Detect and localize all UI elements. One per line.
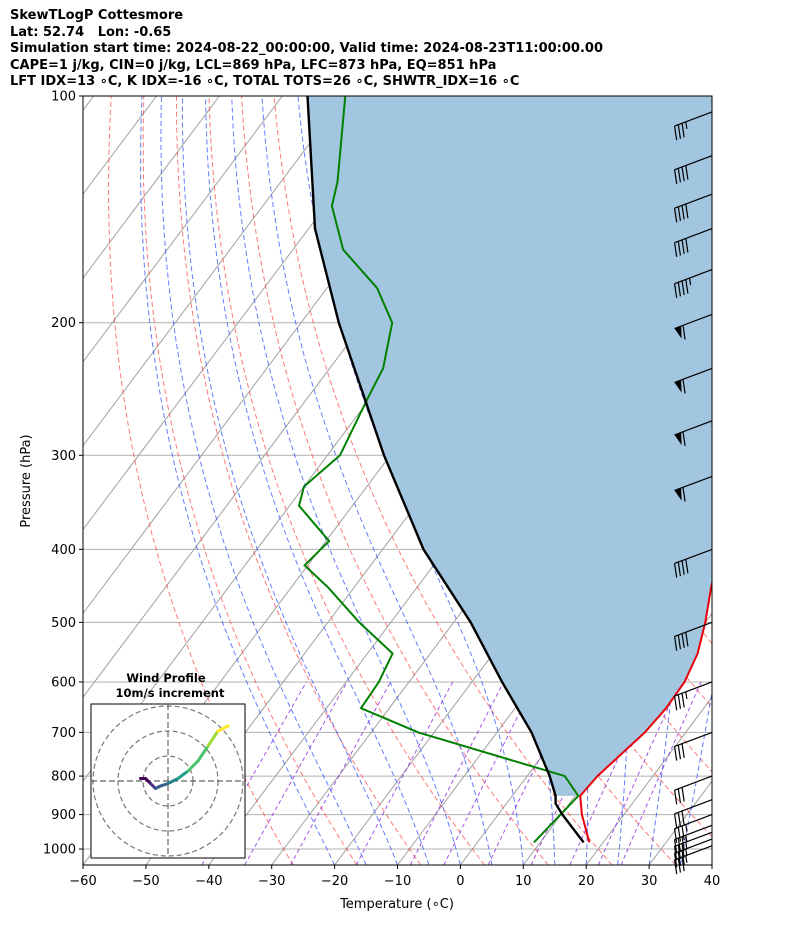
- dry-adiabat: [763, 96, 794, 865]
- y-tick-label: 900: [51, 808, 76, 823]
- temperature-line: [579, 579, 712, 843]
- cape-indices-line: CAPE=1 j/kg, CIN=0 j/kg, LCL=869 hPa, LF…: [10, 57, 497, 73]
- x-tick-label: −30: [258, 874, 285, 889]
- isotherm-line: [585, 696, 712, 865]
- wind-barb: [673, 775, 713, 805]
- isotherm-line: [83, 96, 220, 279]
- mixing-ratio-line: [244, 681, 348, 865]
- y-tick-label: 100: [51, 90, 76, 105]
- hodograph-segment: [166, 777, 180, 785]
- wind-barb: [673, 155, 713, 184]
- y-tick-label: 400: [51, 543, 76, 558]
- x-tick-label: 20: [578, 874, 595, 889]
- moist-adiabat: [205, 96, 430, 865]
- isotherm-line: [83, 96, 346, 447]
- dry-adiabat: [175, 96, 422, 865]
- x-tick-label: 10: [515, 874, 532, 889]
- mixing-ratio-line: [597, 681, 681, 865]
- hodograph-segment: [196, 744, 210, 763]
- wind-barb: [673, 831, 713, 861]
- moist-adiabat: [140, 96, 336, 865]
- x-tick-label: 30: [641, 874, 658, 889]
- dry-adiabat: [107, 96, 294, 865]
- dewpoint-line: [297, 96, 580, 844]
- x-tick-label: −10: [384, 874, 411, 889]
- cape-shading: [307, 96, 712, 796]
- coordinates-line: Lat: 52.74 Lon: -0.65: [10, 24, 172, 40]
- wind-barb: [673, 228, 713, 257]
- y-tick-label: 600: [51, 675, 76, 690]
- y-axis-ticks: 100 200 300 400 500 600 700 800 900 1000: [43, 90, 83, 858]
- isotherm-line: [83, 96, 409, 531]
- x-axis-ticks: −60 −50 −40 −30 −20 −10 0 10 20 30 40: [69, 865, 720, 889]
- wind-barb: [673, 681, 713, 711]
- moist-adiabat: [711, 862, 712, 865]
- mixing-ratio-line: [620, 681, 702, 865]
- hodograph-title: Wind Profile: [126, 671, 206, 685]
- wind-barb: [673, 268, 713, 298]
- dry-adiabat: [730, 96, 794, 865]
- moist-adiabat: [231, 96, 461, 865]
- wind-barb: [674, 420, 713, 447]
- wind-barb: [673, 731, 713, 761]
- dry-adiabat: [142, 96, 358, 865]
- wind-barb: [673, 193, 713, 223]
- wind-barb: [673, 799, 713, 829]
- profile-series: [297, 96, 712, 844]
- x-axis-label: Temperature (∘C): [339, 897, 454, 912]
- chart-header: SkewTLogP Cottesmore Lat: 52.74 Lon: -0.…: [10, 8, 603, 91]
- hodograph-inset: Wind Profile 10m/s increment: [90, 671, 246, 859]
- cape-area: [307, 96, 712, 796]
- isotherm-line: [83, 96, 283, 363]
- dry-adiabat: [208, 96, 485, 865]
- wind-barb: [673, 548, 713, 578]
- moist-adiabat: [297, 96, 524, 865]
- x-tick-label: 0: [456, 874, 464, 889]
- hodograph-subtitle: 10m/s increment: [116, 686, 225, 700]
- simulation-time-line: Simulation start time: 2024-08-22_00:00:…: [10, 41, 603, 56]
- hodograph-segment: [186, 759, 200, 773]
- y-axis-label: Pressure (hPa): [19, 434, 34, 527]
- mixing-ratio-line: [355, 681, 454, 865]
- y-tick-label: 500: [51, 616, 76, 631]
- y-tick-label: 800: [51, 770, 76, 785]
- x-tick-label: 40: [704, 874, 721, 889]
- stability-indices-line: LFT IDX=13 ∘C, K IDX=-16 ∘C, TOTAL TOTS=…: [10, 74, 520, 89]
- x-tick-label: −20: [321, 874, 348, 889]
- y-tick-label: 300: [51, 449, 76, 464]
- x-tick-label: −40: [195, 874, 222, 889]
- isotherm-line: [83, 96, 95, 112]
- station-title: SkewTLogP Cottesmore: [10, 8, 184, 23]
- y-tick-label: 200: [51, 316, 76, 331]
- hodograph-segment: [206, 729, 220, 748]
- moist-adiabat: [160, 96, 367, 865]
- parcel-path-line: [306, 96, 585, 844]
- isotherm-line: [711, 864, 712, 865]
- mixing-ratio-line: [290, 681, 391, 865]
- wind-barb: [674, 313, 713, 340]
- moist-adiabat: [261, 96, 493, 865]
- wind-barb: [674, 475, 713, 502]
- y-tick-label: 1000: [43, 843, 76, 858]
- mixing-ratio-line: [569, 681, 654, 865]
- mixing-ratio-line: [443, 681, 536, 865]
- hodograph-segment: [176, 769, 190, 780]
- mixing-ratio-line: [409, 681, 505, 865]
- hodograph-segment: [216, 724, 230, 733]
- x-tick-label: −60: [69, 874, 96, 889]
- wind-barbs: [673, 111, 713, 875]
- dry-adiabat: [241, 96, 549, 865]
- dry-adiabat: [273, 96, 613, 865]
- wind-barb: [673, 824, 713, 854]
- wind-barb: [673, 111, 713, 141]
- wind-barb: [674, 367, 713, 394]
- y-tick-label: 700: [51, 726, 76, 741]
- wind-barb: [673, 814, 713, 843]
- wind-barb: [673, 621, 713, 651]
- moist-adiabat: [181, 96, 398, 865]
- mixing-ratio-line: [487, 681, 578, 865]
- x-tick-label: −50: [132, 874, 159, 889]
- wind-barb: [673, 845, 713, 875]
